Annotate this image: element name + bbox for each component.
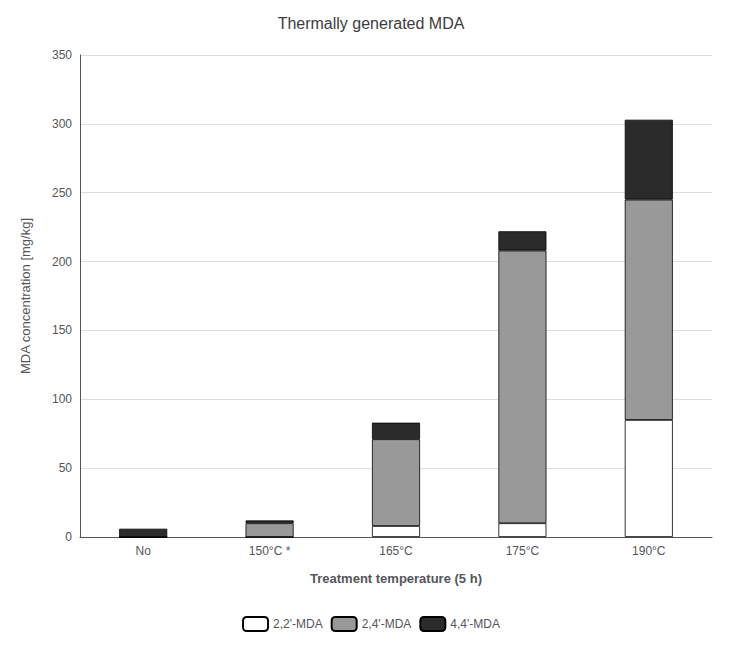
svg-text:150°C *: 150°C *	[249, 544, 291, 558]
svg-text:300: 300	[52, 117, 72, 131]
svg-text:150: 150	[52, 323, 72, 337]
svg-text:2,4'-MDA: 2,4'-MDA	[362, 617, 412, 631]
svg-text:0: 0	[65, 530, 72, 544]
svg-text:4,4'-MDA: 4,4'-MDA	[450, 617, 500, 631]
svg-text:Treatment temperature (5 h): Treatment temperature (5 h)	[310, 571, 482, 586]
svg-text:165°C: 165°C	[379, 544, 413, 558]
svg-text:175°C: 175°C	[506, 544, 540, 558]
svg-text:50: 50	[59, 461, 73, 475]
svg-text:200: 200	[52, 255, 72, 269]
svg-text:250: 250	[52, 186, 72, 200]
svg-text:Thermally generated MDA: Thermally generated MDA	[278, 15, 465, 32]
svg-text:No: No	[136, 544, 152, 558]
svg-text:2,2'-MDA: 2,2'-MDA	[273, 617, 323, 631]
svg-text:MDA concentration [mg/kg]: MDA concentration [mg/kg]	[18, 218, 33, 374]
svg-text:350: 350	[52, 48, 72, 62]
svg-text:100: 100	[52, 392, 72, 406]
svg-text:190°C: 190°C	[632, 544, 666, 558]
